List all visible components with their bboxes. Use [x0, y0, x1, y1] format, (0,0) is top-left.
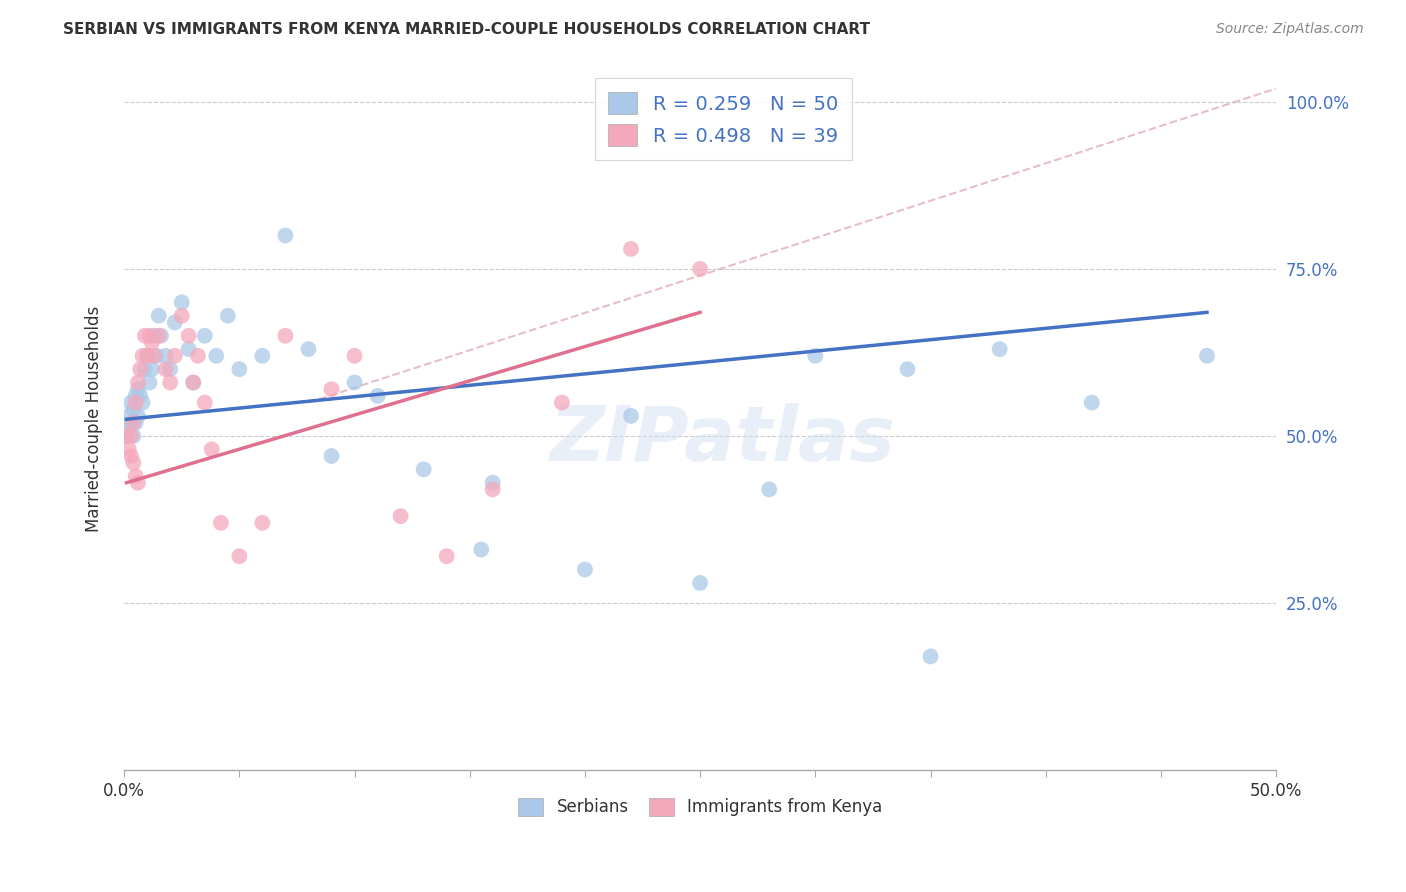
Text: ZIPatlas: ZIPatlas: [550, 403, 896, 477]
Point: [252, 349, 274, 363]
Point: [209, 516, 232, 530]
Point: [159, 376, 181, 390]
Point: [689, 262, 711, 277]
Point: [134, 362, 156, 376]
Point: [321, 382, 343, 396]
Point: [120, 429, 142, 443]
Point: [155, 349, 177, 363]
Point: [134, 328, 156, 343]
Point: [804, 349, 827, 363]
Point: [120, 416, 142, 430]
Point: [470, 542, 492, 557]
Point: [124, 469, 146, 483]
Point: [159, 362, 181, 376]
Point: [122, 402, 145, 417]
Point: [148, 309, 170, 323]
Point: [120, 449, 142, 463]
Point: [920, 649, 942, 664]
Point: [124, 416, 146, 430]
Point: [122, 456, 145, 470]
Point: [150, 328, 173, 343]
Point: [689, 576, 711, 591]
Point: [896, 362, 918, 376]
Point: [118, 442, 141, 457]
Point: [620, 242, 643, 256]
Point: [436, 549, 458, 564]
Point: [122, 429, 145, 443]
Point: [136, 349, 159, 363]
Point: [127, 376, 149, 390]
Point: [274, 328, 297, 343]
Point: [138, 328, 160, 343]
Point: [620, 409, 643, 423]
Point: [129, 389, 152, 403]
Point: [124, 389, 146, 403]
Point: [274, 228, 297, 243]
Point: [217, 309, 239, 323]
Point: [163, 349, 186, 363]
Point: [297, 342, 319, 356]
Point: [138, 376, 160, 390]
Y-axis label: Married-couple Households: Married-couple Households: [86, 306, 103, 533]
Point: [131, 349, 153, 363]
Point: [412, 462, 434, 476]
Point: [343, 376, 366, 390]
Text: Source: ZipAtlas.com: Source: ZipAtlas.com: [1216, 22, 1364, 37]
Point: [343, 349, 366, 363]
Point: [163, 315, 186, 329]
Point: [205, 349, 228, 363]
Point: [127, 382, 149, 396]
Point: [141, 335, 163, 350]
Point: [988, 342, 1011, 356]
Point: [389, 509, 412, 524]
Point: [194, 328, 217, 343]
Point: [481, 483, 503, 497]
Point: [170, 309, 193, 323]
Point: [367, 389, 389, 403]
Point: [148, 328, 170, 343]
Legend: Serbians, Immigrants from Kenya: Serbians, Immigrants from Kenya: [510, 789, 890, 825]
Point: [228, 549, 250, 564]
Point: [1081, 395, 1104, 409]
Point: [551, 395, 574, 409]
Point: [170, 295, 193, 310]
Point: [155, 362, 177, 376]
Point: [228, 362, 250, 376]
Point: [129, 362, 152, 376]
Point: [120, 395, 142, 409]
Point: [143, 349, 166, 363]
Point: [177, 328, 200, 343]
Point: [115, 429, 138, 443]
Point: [194, 395, 217, 409]
Point: [181, 376, 204, 390]
Point: [131, 395, 153, 409]
Point: [115, 429, 138, 443]
Point: [122, 416, 145, 430]
Point: [127, 475, 149, 490]
Point: [177, 342, 200, 356]
Point: [321, 449, 343, 463]
Text: SERBIAN VS IMMIGRANTS FROM KENYA MARRIED-COUPLE HOUSEHOLDS CORRELATION CHART: SERBIAN VS IMMIGRANTS FROM KENYA MARRIED…: [63, 22, 870, 37]
Point: [124, 395, 146, 409]
Point: [481, 475, 503, 490]
Point: [118, 409, 141, 423]
Point: [136, 349, 159, 363]
Point: [758, 483, 780, 497]
Point: [1195, 349, 1218, 363]
Point: [187, 349, 209, 363]
Point: [118, 422, 141, 436]
Point: [141, 362, 163, 376]
Point: [127, 409, 149, 423]
Point: [201, 442, 224, 457]
Point: [181, 376, 204, 390]
Point: [574, 563, 596, 577]
Point: [145, 349, 167, 363]
Point: [252, 516, 274, 530]
Point: [143, 328, 166, 343]
